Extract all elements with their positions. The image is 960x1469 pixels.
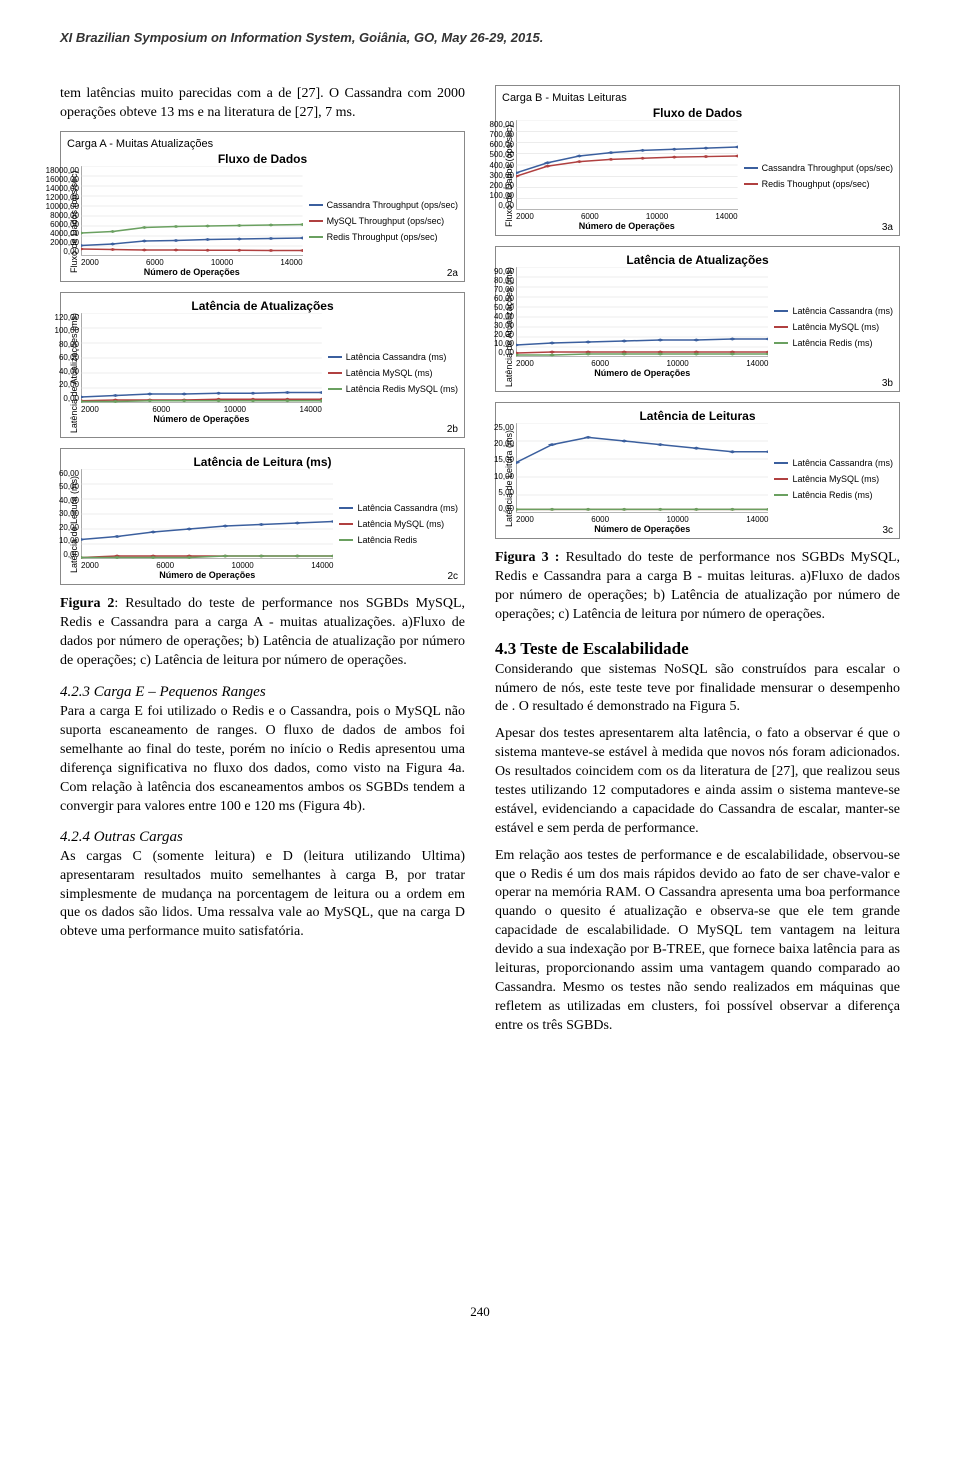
legend-item: Latência Cassandra (ms) xyxy=(774,306,893,316)
y-ticks: 90,0080,0070,0060,0050,0040,0030,0020,00… xyxy=(474,267,514,357)
legend-item: Latência MySQL (ms) xyxy=(774,322,893,332)
x-axis-label: Número de Operações xyxy=(81,267,303,277)
legend-item: Cassandra Throughput (ops/sec) xyxy=(309,200,458,210)
legend-item: Latência MySQL (ms) xyxy=(774,474,893,484)
chart-2a: Carga A - Muitas Atualizações Fluxo de Da… xyxy=(60,131,465,282)
chart-title: Latência de Atualizações xyxy=(502,253,893,267)
legend-item: MySQL Throughput (ops/sec) xyxy=(309,216,458,226)
legend-item: Latência Cassandra (ms) xyxy=(339,503,458,513)
column-left: tem latências muito parecidas com a de [… xyxy=(60,85,465,1044)
chart-legend: Latência Cassandra (ms) Latência MySQL (m… xyxy=(322,313,458,433)
x-ticks: 200060001000014000 xyxy=(516,513,768,524)
chart-plot: 120,00100,0080,0060,0040,0020,000,00 xyxy=(81,313,322,403)
x-ticks: 200060001000014000 xyxy=(81,256,303,267)
conference-header: XI Brazilian Symposium on Information Sy… xyxy=(60,30,900,45)
y-ticks: 18000,0016000,0014000,0012000,0010000,00… xyxy=(39,166,79,256)
chart-legend: Latência Cassandra (ms) Latência MySQL (m… xyxy=(768,267,893,387)
paragraph-43-1: Considerando que sistemas NoSQL são cons… xyxy=(495,661,900,718)
chart-2c: Latência de Leitura (ms)Latência de Leit… xyxy=(60,448,465,585)
legend-item: Latência Redis (ms) xyxy=(774,490,893,500)
legend-item: Redis Throughput (ops/sec) xyxy=(309,232,458,242)
y-ticks: 60,0050,0040,0030,0020,0010,000,00 xyxy=(39,469,79,559)
chart-plot: 25,0020,0015,0010,005,000,00 xyxy=(516,423,768,513)
chart-3a: Carga B - Muitas LeiturasFluxo de DadosF… xyxy=(495,85,900,236)
paragraph-43-3: Em relação aos testes de performance e d… xyxy=(495,847,900,1036)
subplot-label: 2b xyxy=(447,424,458,435)
figure-3: Carga B - Muitas LeiturasFluxo de DadosF… xyxy=(495,85,900,539)
x-axis-label: Número de Operações xyxy=(81,570,333,580)
x-axis-label: Número de Operações xyxy=(516,221,738,231)
chart-legend: Latência Cassandra (ms) Latência MySQL (m… xyxy=(333,469,458,580)
x-axis-label: Número de Operações xyxy=(81,414,322,424)
chart-legend: Latência Cassandra (ms) Latência MySQL (m… xyxy=(768,423,893,534)
chart-legend: Cassandra Throughput (ops/sec) MySQL Thro… xyxy=(303,166,458,277)
chart-title: Latência de Leitura (ms) xyxy=(67,455,458,469)
subplot-label: 2c xyxy=(447,571,458,582)
subplot-label: 3b xyxy=(882,378,893,389)
heading-423: 4.2.3 Carga E – Pequenos Ranges xyxy=(60,684,465,701)
chart-plot: 60,0050,0040,0030,0020,0010,000,00 xyxy=(81,469,333,559)
subplot-label: 3c xyxy=(882,525,893,536)
paragraph-424: As cargas C (somente leitura) e D (leitu… xyxy=(60,848,465,942)
x-ticks: 200060001000014000 xyxy=(516,357,768,368)
figure-2-caption: Figura 2: Resultado do teste de performa… xyxy=(60,595,465,671)
x-ticks: 200060001000014000 xyxy=(516,210,738,221)
chart-2b: Latência de AtualizaçõesLatência de Atua… xyxy=(60,292,465,438)
chart-plot: 800,00700,00600,00500,00400,00300,00200,… xyxy=(516,120,738,210)
legend-item: Latência Cassandra (ms) xyxy=(328,352,458,362)
fig2-caption-text: : Resultado do teste de performance nos … xyxy=(60,596,465,668)
legend-item: Latência Redis xyxy=(339,535,458,545)
paragraph-423: Para a carga E foi utilizado o Redis e o… xyxy=(60,703,465,816)
chart-3b: Latência de AtualizaçõesLatência de Atua… xyxy=(495,246,900,392)
legend-item: Latência Cassandra (ms) xyxy=(774,458,893,468)
legend-item: Latência Redis (ms) xyxy=(774,338,893,348)
figure-2: Carga A - Muitas Atualizações Fluxo de Da… xyxy=(60,131,465,585)
chart-legend: Cassandra Throughput (ops/sec) Redis Thou… xyxy=(738,120,893,231)
fig2-caption-bold: Figura 2 xyxy=(60,596,114,611)
heading-424: 4.2.4 Outras Cargas xyxy=(60,829,465,846)
legend-item: Latência MySQL (ms) xyxy=(328,368,458,378)
y-ticks: 25,0020,0015,0010,005,000,00 xyxy=(474,423,514,513)
fig3-caption-bold: Figura 3 : xyxy=(495,550,559,565)
chart-suptitle: Carga A - Muitas Atualizações xyxy=(67,138,458,150)
subplot-label: 2a xyxy=(447,268,458,279)
chart-plot: 18000,0016000,0014000,0012000,0010000,00… xyxy=(81,166,303,256)
chart-plot: 90,0080,0070,0060,0050,0040,0030,0020,00… xyxy=(516,267,768,357)
x-ticks: 200060001000014000 xyxy=(81,559,333,570)
intro-paragraph: tem latências muito parecidas com a de [… xyxy=(60,85,465,123)
figure-3-caption: Figura 3 : Resultado do teste de perform… xyxy=(495,549,900,625)
chart-title: Fluxo de Dados xyxy=(67,152,458,166)
heading-43: 4.3 Teste de Escalabilidade xyxy=(495,639,900,659)
subplot-label: 3a xyxy=(882,222,893,233)
y-ticks: 800,00700,00600,00500,00400,00300,00200,… xyxy=(474,120,514,210)
chart-title: Fluxo de Dados xyxy=(502,106,893,120)
legend-item: Redis Thoughput (ops/sec) xyxy=(744,179,893,189)
legend-item: Latência Redis MySQL (ms) xyxy=(328,384,458,394)
page-number: 240 xyxy=(60,1304,900,1320)
chart-title: Latência de Leituras xyxy=(502,409,893,423)
x-axis-label: Número de Operações xyxy=(516,524,768,534)
y-ticks: 120,00100,0080,0060,0040,0020,000,00 xyxy=(39,313,79,403)
x-axis-label: Número de Operações xyxy=(516,368,768,378)
chart-title: Latência de Atualizações xyxy=(67,299,458,313)
chart-3c: Latência de LeiturasLatência de Leitura … xyxy=(495,402,900,539)
legend-item: Cassandra Throughput (ops/sec) xyxy=(744,163,893,173)
column-right: Carga B - Muitas Leituras Fluxo de Dados F… xyxy=(495,85,900,1044)
chart-suptitle: Carga B - Muitas Leituras xyxy=(502,92,893,104)
legend-item: Latência MySQL (ms) xyxy=(339,519,458,529)
x-ticks: 200060001000014000 xyxy=(81,403,322,414)
paragraph-43-2: Apesar dos testes apresentarem alta latê… xyxy=(495,725,900,838)
